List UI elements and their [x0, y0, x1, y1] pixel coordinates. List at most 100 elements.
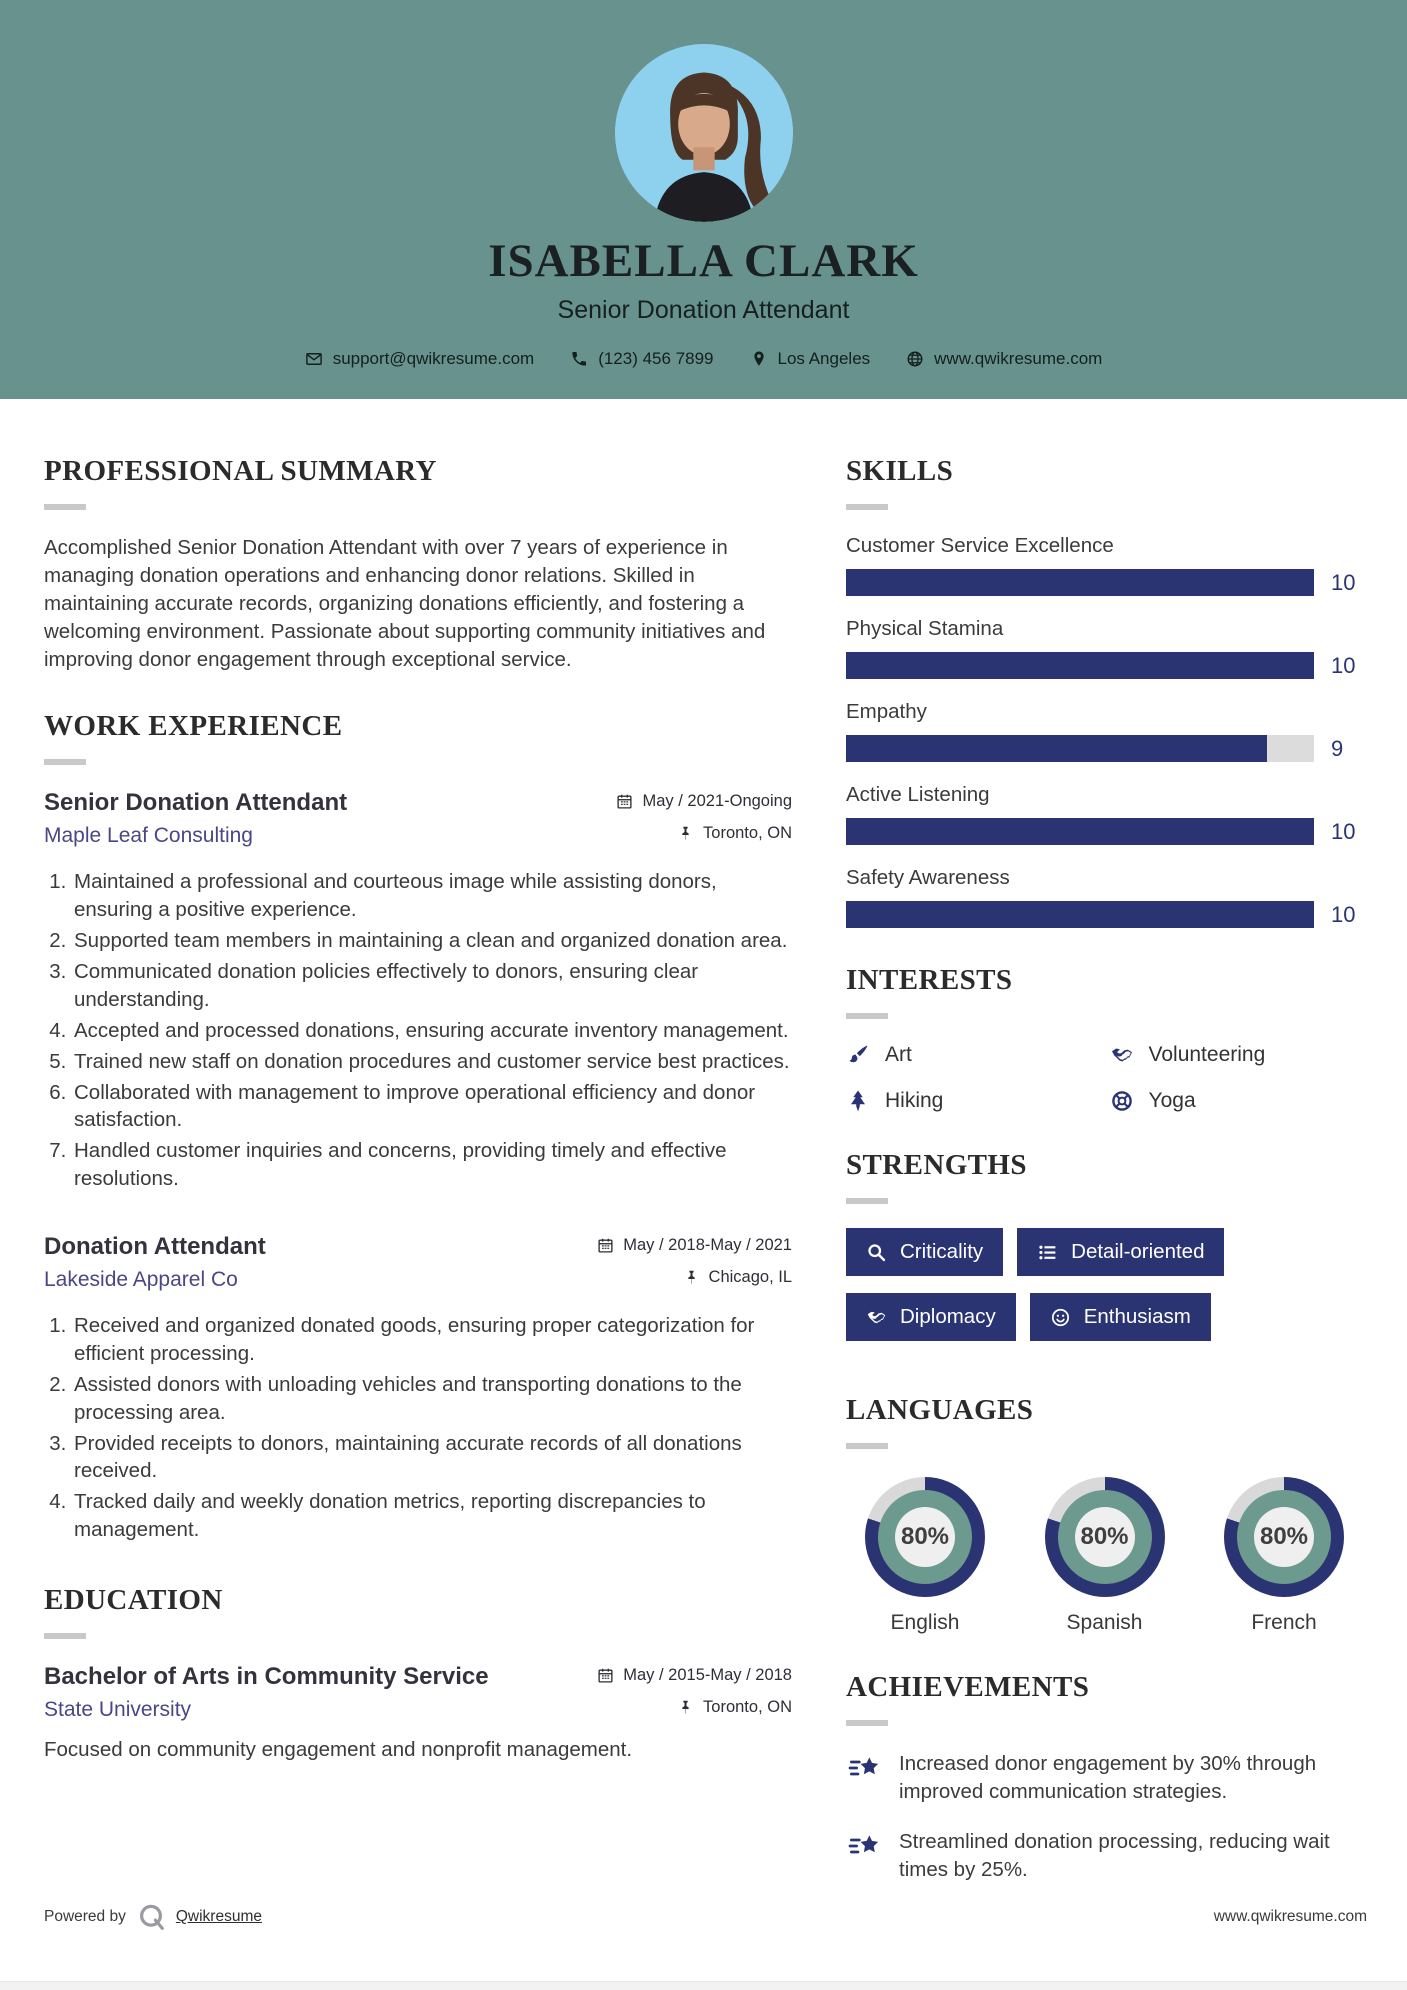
job-bullets: Received and organized donated goods, en…: [44, 1312, 792, 1544]
education-heading: EDUCATION: [44, 1584, 223, 1617]
location-icon: [753, 351, 764, 366]
smiley-icon: [1051, 1308, 1069, 1326]
skill-item: Physical Stamina 10: [846, 617, 1363, 679]
summary-text: Accomplished Senior Donation Attendant w…: [44, 536, 766, 672]
job-title: Senior Donation Attendant: [44, 789, 348, 817]
degree-title: Bachelor of Arts in Community Service: [44, 1663, 489, 1691]
email-icon: [305, 353, 322, 365]
job-dates: May / 2021-Ongoing: [616, 792, 792, 811]
skill-bar: [846, 901, 1314, 928]
education-dates: May / 2015-May / 2018: [597, 1666, 792, 1685]
language-donut: 80%: [1224, 1477, 1344, 1597]
heading-divider: [846, 1198, 888, 1204]
handshake-icon: [1111, 1048, 1132, 1062]
website-icon: [907, 351, 923, 367]
job-bullet: Supported team members in maintaining a …: [72, 927, 792, 955]
job-dates: May / 2018-May / 2021: [597, 1236, 792, 1255]
job-bullets: Maintained a professional and courteous …: [44, 868, 792, 1193]
heading-divider: [44, 759, 86, 766]
pushpin-icon: [682, 827, 689, 841]
skill-value: 9: [1331, 735, 1344, 761]
language-item: 80% Spanish: [1032, 1477, 1178, 1635]
skill-value: 10: [1331, 569, 1356, 595]
section-work: WORK EXPERIENCE Senior Donation Attendan…: [44, 710, 792, 1544]
heading-divider: [846, 1013, 888, 1019]
job-bullet: Received and organized donated goods, en…: [72, 1312, 792, 1368]
skill-value: 10: [1331, 818, 1356, 844]
contact-phone[interactable]: (123) 456 7899: [570, 349, 714, 369]
job-bullet: Provided receipts to donors, maintaining…: [72, 1430, 792, 1486]
achievement-item: Streamlined donation processing, reducin…: [846, 1828, 1363, 1884]
qwikresume-link[interactable]: Qwikresume: [175, 1908, 262, 1925]
achievements-heading: ACHIEVEMENTS: [846, 1671, 1090, 1703]
strength-chip: Criticality: [846, 1228, 1004, 1276]
skill-bar-fill: [846, 569, 1314, 596]
strengths-heading: STRENGTHS: [846, 1149, 1027, 1181]
summary-heading: PROFESSIONAL SUMMARY: [44, 455, 437, 487]
magnifier-icon: [868, 1243, 886, 1261]
skill-bar: [846, 735, 1314, 762]
job-bullet: Trained new staff on donation procedures…: [72, 1048, 792, 1076]
job-company-link[interactable]: Lakeside Apparel Co: [44, 1268, 238, 1292]
school-link[interactable]: State University: [44, 1698, 192, 1722]
heading-divider: [846, 1720, 888, 1726]
language-percent: 80%: [1259, 1523, 1309, 1550]
job-bullet: Handled customer inquiries and concerns,…: [72, 1137, 792, 1193]
language-item: 80% English: [852, 1477, 998, 1635]
contact-email[interactable]: support@qwikresume.com: [305, 349, 534, 369]
contact-row: support@qwikresume.com (123) 456 7899 Lo…: [0, 349, 1407, 369]
skill-bar-fill: [846, 735, 1268, 762]
left-column: PROFESSIONAL SUMMARY Accomplished Senior…: [44, 455, 792, 1920]
shooting-star-icon: [848, 1834, 880, 1854]
job-entry: Senior Donation Attendant May / 2021-Ong…: [44, 789, 792, 1193]
education-location: Toronto, ON: [677, 1698, 792, 1717]
section-skills: SKILLS Customer Service Excellence 10 Ph…: [846, 455, 1363, 928]
skill-bar: [846, 652, 1314, 679]
strength-chip: Enthusiasm: [1029, 1293, 1211, 1341]
skill-item: Customer Service Excellence 10: [846, 534, 1363, 596]
language-percent: 80%: [900, 1523, 950, 1550]
header: ISABELLA CLARK Senior Donation Attendant…: [0, 0, 1407, 399]
skill-item: Active Listening 10: [846, 783, 1363, 845]
job-bullet: Tracked daily and weekly donation metric…: [72, 1488, 792, 1544]
job-title: Donation Attendant: [44, 1233, 266, 1261]
interest-item: Volunteering: [1110, 1043, 1364, 1067]
calendar-icon: [598, 1668, 613, 1683]
achievement-item: Increased donor engagement by 30% throug…: [846, 1750, 1363, 1806]
pushpin-icon: [687, 1270, 695, 1285]
section-strengths: STRENGTHS Criticality Detail-oriented Di…: [846, 1149, 1363, 1358]
calendar-icon: [617, 794, 633, 809]
skill-bar: [846, 818, 1314, 845]
pushpin-icon: [682, 1700, 689, 1715]
heading-divider: [44, 504, 86, 510]
handshake-icon: [867, 1311, 886, 1323]
paintbrush-icon: [849, 1045, 868, 1063]
avatar-illustration: [614, 44, 793, 222]
section-languages: LANGUAGES 80% English 80%: [846, 1394, 1363, 1635]
skill-bar-fill: [846, 818, 1314, 845]
page-bottom-strip: [0, 1981, 1407, 1990]
section-interests: INTERESTS Art Volunteering Hiking: [846, 964, 1363, 1113]
contact-website[interactable]: www.qwikresume.com: [906, 349, 1102, 369]
work-heading: WORK EXPERIENCE: [44, 710, 343, 743]
section-achievements: ACHIEVEMENTS Increased donor engagement …: [846, 1671, 1363, 1884]
language-donut: 80%: [1044, 1477, 1165, 1597]
language-label: Spanish: [1066, 1611, 1143, 1634]
powered-by-label: Powered by: [44, 1908, 126, 1925]
strength-chip: Detail-oriented: [1017, 1228, 1225, 1276]
qwikresume-logo-icon: [139, 1904, 164, 1930]
language-label: French: [1251, 1611, 1317, 1634]
job-company-link[interactable]: Maple Leaf Consulting: [44, 824, 253, 848]
language-percent: 80%: [1080, 1523, 1129, 1550]
language-label: English: [890, 1611, 960, 1634]
wheel-icon: [1111, 1091, 1132, 1111]
heading-divider: [846, 504, 888, 510]
job-bullet: Collaborated with management to improve …: [72, 1079, 792, 1135]
job-entry: Donation Attendant May / 2018-May / 2021…: [44, 1233, 792, 1544]
section-summary: PROFESSIONAL SUMMARY Accomplished Senior…: [44, 455, 792, 674]
skill-value: 10: [1331, 901, 1356, 927]
heading-divider: [846, 1443, 888, 1449]
calendar-icon: [598, 1238, 613, 1253]
contact-location: Los Angeles: [750, 349, 870, 369]
headline: Senior Donation Attendant: [557, 296, 850, 324]
